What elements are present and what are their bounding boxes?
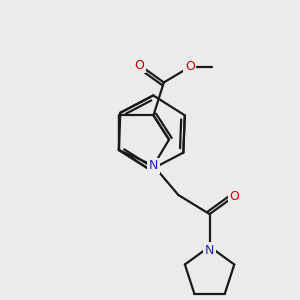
Text: O: O xyxy=(230,190,239,202)
Text: N: N xyxy=(205,244,214,257)
Text: N: N xyxy=(149,159,158,172)
Text: N: N xyxy=(205,244,214,257)
Text: O: O xyxy=(185,60,195,74)
Text: O: O xyxy=(135,58,145,72)
